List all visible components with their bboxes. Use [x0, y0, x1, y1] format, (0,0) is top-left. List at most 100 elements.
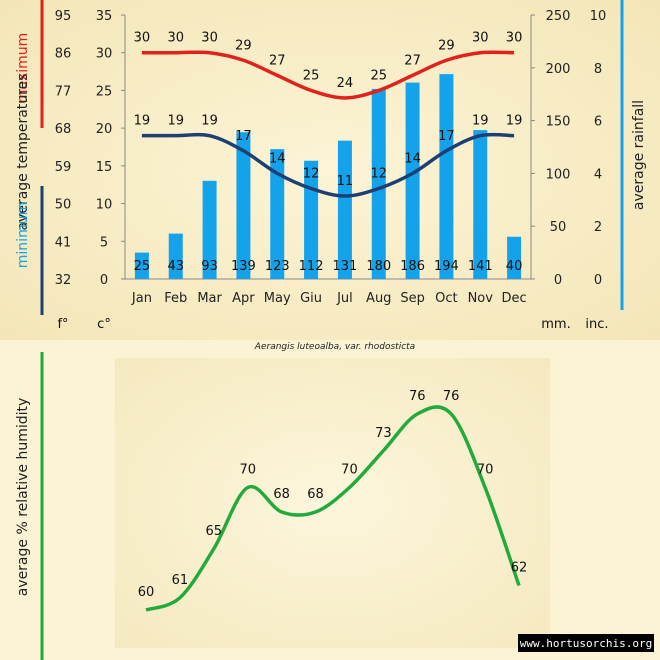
rain-bar	[405, 82, 420, 279]
min-temp-label: 14	[404, 151, 421, 166]
tick-fahrenheit: 95	[55, 9, 72, 24]
top-panel-background	[0, 0, 660, 340]
min-temperature-line	[141, 132, 515, 198]
max-temp-label: 30	[134, 31, 151, 46]
humidity-value-label: 70	[341, 463, 358, 478]
min-temp-label: 19	[134, 114, 151, 129]
rain-bar	[337, 140, 352, 279]
tick-month: Sep	[400, 291, 425, 306]
label-humidity: average % relative humidity	[15, 398, 31, 597]
tick-rain-mm: 250	[546, 9, 571, 24]
max-temp-label: 25	[303, 68, 320, 83]
rain-value-label: 141	[468, 259, 493, 274]
rain-bar	[168, 233, 183, 279]
rain-bar	[439, 74, 454, 279]
chart-title: Aerangis luteoalba, var. rhodosticta	[254, 342, 415, 352]
max-temperature-line	[141, 50, 515, 100]
rain-value-label: 40	[506, 259, 523, 274]
humidity-line	[145, 405, 521, 612]
unit-mm: mm.	[541, 317, 570, 332]
min-temp-label: 12	[370, 166, 387, 181]
tick-month: Apr	[232, 291, 255, 306]
tick-fahrenheit: 68	[55, 122, 72, 137]
humidity-value-label: 70	[477, 463, 494, 478]
tick-rain-inch: 4	[594, 167, 602, 182]
rain-value-label: 112	[299, 259, 324, 274]
min-temp-label: 17	[438, 129, 455, 144]
tick-celsius: 30	[96, 47, 113, 62]
tick-fahrenheit: 59	[55, 160, 72, 175]
tick-month: Mar	[197, 291, 222, 306]
rain-value-label: 123	[265, 259, 290, 274]
label-maximum: maximum	[15, 33, 31, 104]
humidity-value-label: 76	[409, 389, 426, 404]
watermark: www.hortusorchis.org	[520, 637, 652, 650]
tick-rain-inch: 0	[594, 273, 602, 288]
max-temp-label: 24	[337, 76, 354, 91]
min-temp-label: 11	[337, 174, 354, 189]
tick-rain-mm: 200	[546, 62, 571, 77]
rain-value-label: 131	[333, 259, 358, 274]
humidity-value-label: 68	[273, 487, 290, 502]
min-temp-label: 12	[303, 166, 320, 181]
tick-month: Dec	[502, 291, 527, 306]
rain-bar	[473, 130, 488, 279]
max-temp-label: 25	[370, 68, 387, 83]
max-temp-label: 30	[201, 31, 218, 46]
label-average-temperatures: average temperatures	[15, 73, 31, 230]
rain-value-label: 194	[434, 259, 459, 274]
min-temp-label: 19	[167, 114, 184, 129]
tick-celsius: 20	[96, 122, 113, 137]
humidity-value-label: 73	[375, 426, 392, 441]
tick-month: Nov	[468, 291, 494, 306]
rain-value-label: 139	[231, 259, 256, 274]
tick-rain-mm: 100	[546, 167, 571, 182]
min-temp-label: 17	[235, 129, 252, 144]
unit-inch: inc.	[585, 317, 608, 332]
tick-fahrenheit: 50	[55, 198, 72, 213]
tick-rain-mm: 0	[554, 273, 562, 288]
rain-value-label: 93	[201, 259, 218, 274]
tick-fahrenheit: 77	[55, 84, 72, 99]
rain-bar	[202, 180, 217, 279]
unit-fahrenheit: f°	[57, 317, 68, 332]
tick-fahrenheit: 32	[55, 273, 72, 288]
rain-bar	[371, 88, 386, 279]
min-temp-label: 14	[269, 151, 286, 166]
min-temp-label: 19	[472, 114, 489, 129]
rain-value-label: 43	[167, 259, 184, 274]
humidity-value-label: 65	[206, 524, 223, 539]
max-temp-label: 30	[167, 31, 184, 46]
label-average-rainfall: average rainfall	[631, 100, 647, 210]
max-temp-label: 29	[438, 38, 455, 53]
tick-rain-inch: 6	[594, 115, 602, 130]
max-temp-label: 27	[269, 53, 286, 68]
rain-bar	[507, 236, 522, 279]
tick-rain-mm: 50	[550, 220, 567, 235]
tick-celsius: 10	[96, 198, 113, 213]
tick-celsius: 35	[96, 9, 113, 24]
tick-month: Jan	[131, 291, 152, 306]
rain-value-label: 186	[400, 259, 425, 274]
tick-rain-inch: 10	[590, 9, 607, 24]
tick-celsius: 25	[96, 84, 113, 99]
rain-value-label: 25	[134, 259, 151, 274]
tick-month: Jul	[336, 291, 353, 306]
rain-bar	[236, 132, 251, 279]
tick-rain-mm: 150	[546, 115, 571, 130]
rain-bar	[134, 252, 149, 279]
min-temp-label: 19	[506, 114, 523, 129]
tick-fahrenheit: 41	[55, 235, 72, 250]
tick-month: Giu	[300, 291, 322, 306]
tick-month: May	[264, 291, 291, 306]
tick-month: Aug	[366, 291, 391, 306]
watermark-background	[518, 634, 654, 652]
max-temp-label: 30	[472, 31, 489, 46]
rain-value-label: 180	[366, 259, 391, 274]
tick-rain-inch: 2	[594, 220, 602, 235]
humidity-value-label: 62	[511, 561, 528, 576]
humidity-value-label: 70	[239, 463, 256, 478]
tick-rain-inch: 8	[594, 62, 602, 77]
label-minimum: minimum	[15, 202, 31, 268]
